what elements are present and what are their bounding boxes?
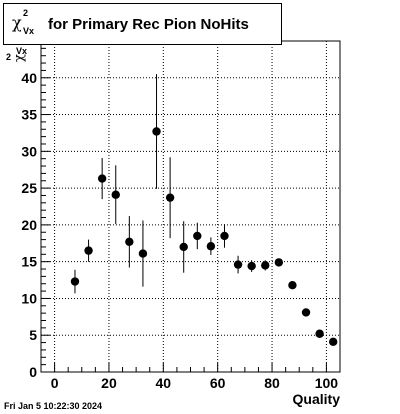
data-point [165,193,175,202]
chart-title: for Primary Rec Pion NoHits [48,16,249,33]
data-point [70,277,80,286]
x-axis-label: Quality [292,391,340,407]
data-point [84,246,93,255]
y-tick-label: 25 [21,180,37,196]
y-axis-label: χ 2 Vx [6,46,28,84]
y-tick-label: 10 [21,290,37,306]
x-tick-label: 80 [264,375,280,391]
data-point [288,281,297,290]
data-point [206,242,216,251]
data-point [315,329,324,338]
data-point [125,237,134,247]
y-tick-label: 30 [21,143,37,159]
data-point [220,231,229,241]
y-tick-label: 5 [29,327,37,343]
data-point [152,127,161,136]
y-tick-label: 35 [21,107,37,123]
y-axis-label-superscript: 2 [6,52,12,62]
data-point [193,231,202,241]
y-tick-label: 40 [21,70,37,86]
title-subscript: Vx [23,26,35,36]
data-point [179,242,188,252]
title-chi-symbol: χ [12,13,22,32]
y-axis-label-subscript: Vx [16,46,28,56]
title-box: χ 2 Vx for Primary Rec Pion NoHits [3,3,282,45]
data-point [274,258,284,267]
y-tick-label: 15 [21,254,37,270]
data-point [138,249,148,258]
x-tick-label: 20 [101,375,117,391]
data-point [97,174,107,183]
data-point [233,260,243,269]
plot-frame-bg [41,41,340,372]
data-point [261,261,270,270]
x-tick-label: 0 [51,375,59,391]
data-point [247,261,256,271]
y-tick-label: 20 [21,217,37,233]
data-point [111,190,120,199]
x-tick-label: 100 [315,375,339,391]
x-tick-label: 60 [210,375,226,391]
data-point [301,308,311,317]
footer-timestamp: Fri Jan 5 10:22:30 2024 [4,401,103,411]
x-tick-label: 40 [156,375,172,391]
data-point [329,337,338,347]
y-tick-label: 0 [29,364,37,380]
title-superscript: 2 [23,8,29,18]
